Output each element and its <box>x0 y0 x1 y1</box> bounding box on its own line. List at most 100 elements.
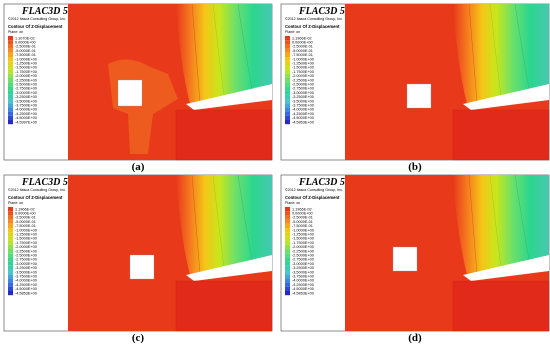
legend-swatch <box>285 232 290 237</box>
legend-label: -4.0000E+00 <box>15 279 37 283</box>
legend-swatch <box>285 40 290 45</box>
legend-label: -1.2500E+00 <box>15 233 37 237</box>
copyright: ©2012 Itasca Consulting Group, Inc. <box>8 188 66 192</box>
legend-label: -2.5000E-01 <box>15 216 36 220</box>
legend-swatch <box>285 69 290 74</box>
legend-swatch <box>8 78 13 83</box>
legend-label: -2.5000E-01 <box>15 45 36 49</box>
legend-swatch <box>8 115 13 120</box>
contour-title: Contour Of Z-Displacement <box>8 195 63 200</box>
legend-swatch <box>285 107 290 112</box>
legend-label: 0.0000E+00 <box>292 212 313 216</box>
legend-label: -2.5000E+00 <box>292 254 314 258</box>
legend-label: -2.5000E+00 <box>292 83 314 87</box>
legend-swatch <box>285 82 290 87</box>
legend-swatch <box>8 228 13 233</box>
legend-label: -3.2500E+00 <box>292 95 314 99</box>
legend-label: -4.5000E+00 <box>15 116 37 120</box>
caption: (b) <box>408 161 422 173</box>
contour-plot <box>345 174 550 332</box>
panel: FLAC3D 5.00©2012 Itasca Consulting Group… <box>3 3 273 173</box>
legend-label: -1.5000E+00 <box>292 66 314 70</box>
legend-label: -4.0000E+00 <box>292 279 314 283</box>
legend-label: -1.5000E+00 <box>15 66 37 70</box>
legend-swatch <box>8 236 13 241</box>
legend-label: -3.0000E+00 <box>292 262 314 266</box>
caption: (d) <box>408 332 422 344</box>
legend-label: -2.2500E+00 <box>15 78 37 82</box>
legend-label: -2.7500E+00 <box>292 258 314 262</box>
software-title: FLAC3D 5.00 <box>298 177 357 188</box>
legend-swatch <box>285 52 290 57</box>
legend-label: -3.2500E+00 <box>15 95 37 99</box>
legend-swatch <box>285 78 290 83</box>
legend-swatch <box>285 253 290 258</box>
legend-swatch <box>8 52 13 57</box>
legend-swatch <box>8 261 13 266</box>
legend-label: -3.7500E+00 <box>292 104 314 108</box>
legend-label: -3.0000E+00 <box>15 262 37 266</box>
legend-label: 0.0000E+00 <box>15 212 36 216</box>
excavation <box>406 83 432 109</box>
displacement-fan <box>453 175 549 275</box>
legend-label: -3.5000E+00 <box>292 99 314 103</box>
legend-swatch <box>285 240 290 245</box>
copyright: ©2012 Itasca Consulting Group, Inc. <box>285 188 343 192</box>
copyright: ©2012 Itasca Consulting Group, Inc. <box>8 17 66 21</box>
caption: (c) <box>132 332 145 344</box>
legend-label: -2.0000E+00 <box>15 74 37 78</box>
legend-swatch <box>8 274 13 279</box>
legend-swatch <box>8 94 13 99</box>
legend-label: 1.1966E-02 <box>15 207 35 211</box>
legend-swatch <box>285 278 290 283</box>
legend-label: -4.5000E+00 <box>292 287 314 291</box>
legend-label: -1.7500E+00 <box>15 70 37 74</box>
legend-label: -4.5000E+00 <box>15 287 37 291</box>
legend-swatch <box>285 223 290 228</box>
legend-swatch <box>8 291 13 296</box>
legend-swatch <box>8 111 13 116</box>
legend-label: -2.5000E+00 <box>15 254 37 258</box>
legend-swatch <box>8 48 13 53</box>
contour-line <box>191 3 201 103</box>
legend-swatch <box>8 253 13 258</box>
legend-swatch <box>8 90 13 95</box>
legend-label: -4.5853E+00 <box>292 120 314 124</box>
plane: Plane: on <box>285 201 300 205</box>
legend-label: -2.0000E+00 <box>15 245 37 249</box>
legend-label: -3.0000E+00 <box>292 91 314 95</box>
legend-swatch <box>285 249 290 254</box>
legend-swatch <box>285 274 290 279</box>
legend-swatch <box>8 99 13 104</box>
contour-line <box>514 3 530 90</box>
panel: FLAC3D 5.00©2012 Itasca Consulting Group… <box>3 174 273 344</box>
legend-label: -4.2500E+00 <box>15 283 37 287</box>
legend-swatch <box>285 215 290 220</box>
legend-label: -2.7500E+00 <box>15 87 37 91</box>
legend-label: -1.0000E+00 <box>15 57 37 61</box>
contour-line <box>191 174 201 274</box>
panel: FLAC3D 5.00©2012 Itasca Consulting Group… <box>280 3 550 173</box>
legend-swatch <box>8 40 13 45</box>
legend-label: -2.2500E+00 <box>292 78 314 82</box>
legend-label: 1.1070E-02 <box>15 36 35 40</box>
lower-block <box>175 109 273 161</box>
caption: (a) <box>132 161 145 173</box>
legend-swatch <box>8 103 13 108</box>
contour-plot <box>345 3 550 161</box>
legend-swatch <box>8 36 13 41</box>
legend-label: -1.2500E+00 <box>15 62 37 66</box>
legend-label: -5.0000E-01 <box>292 49 313 53</box>
contour-line <box>212 3 225 97</box>
software-title: FLAC3D 5.00 <box>21 177 80 188</box>
legend-label: -5.0000E-01 <box>15 49 36 53</box>
contour-line <box>468 3 478 103</box>
legend-swatch <box>8 82 13 87</box>
legend-label: -3.7500E+00 <box>15 275 37 279</box>
legend-swatch <box>285 57 290 62</box>
legend-label: -4.2500E+00 <box>292 283 314 287</box>
legend-label: -2.7500E+00 <box>15 258 37 262</box>
plane: Plane: on <box>285 30 300 34</box>
legend-label: -2.5000E-01 <box>292 45 313 49</box>
